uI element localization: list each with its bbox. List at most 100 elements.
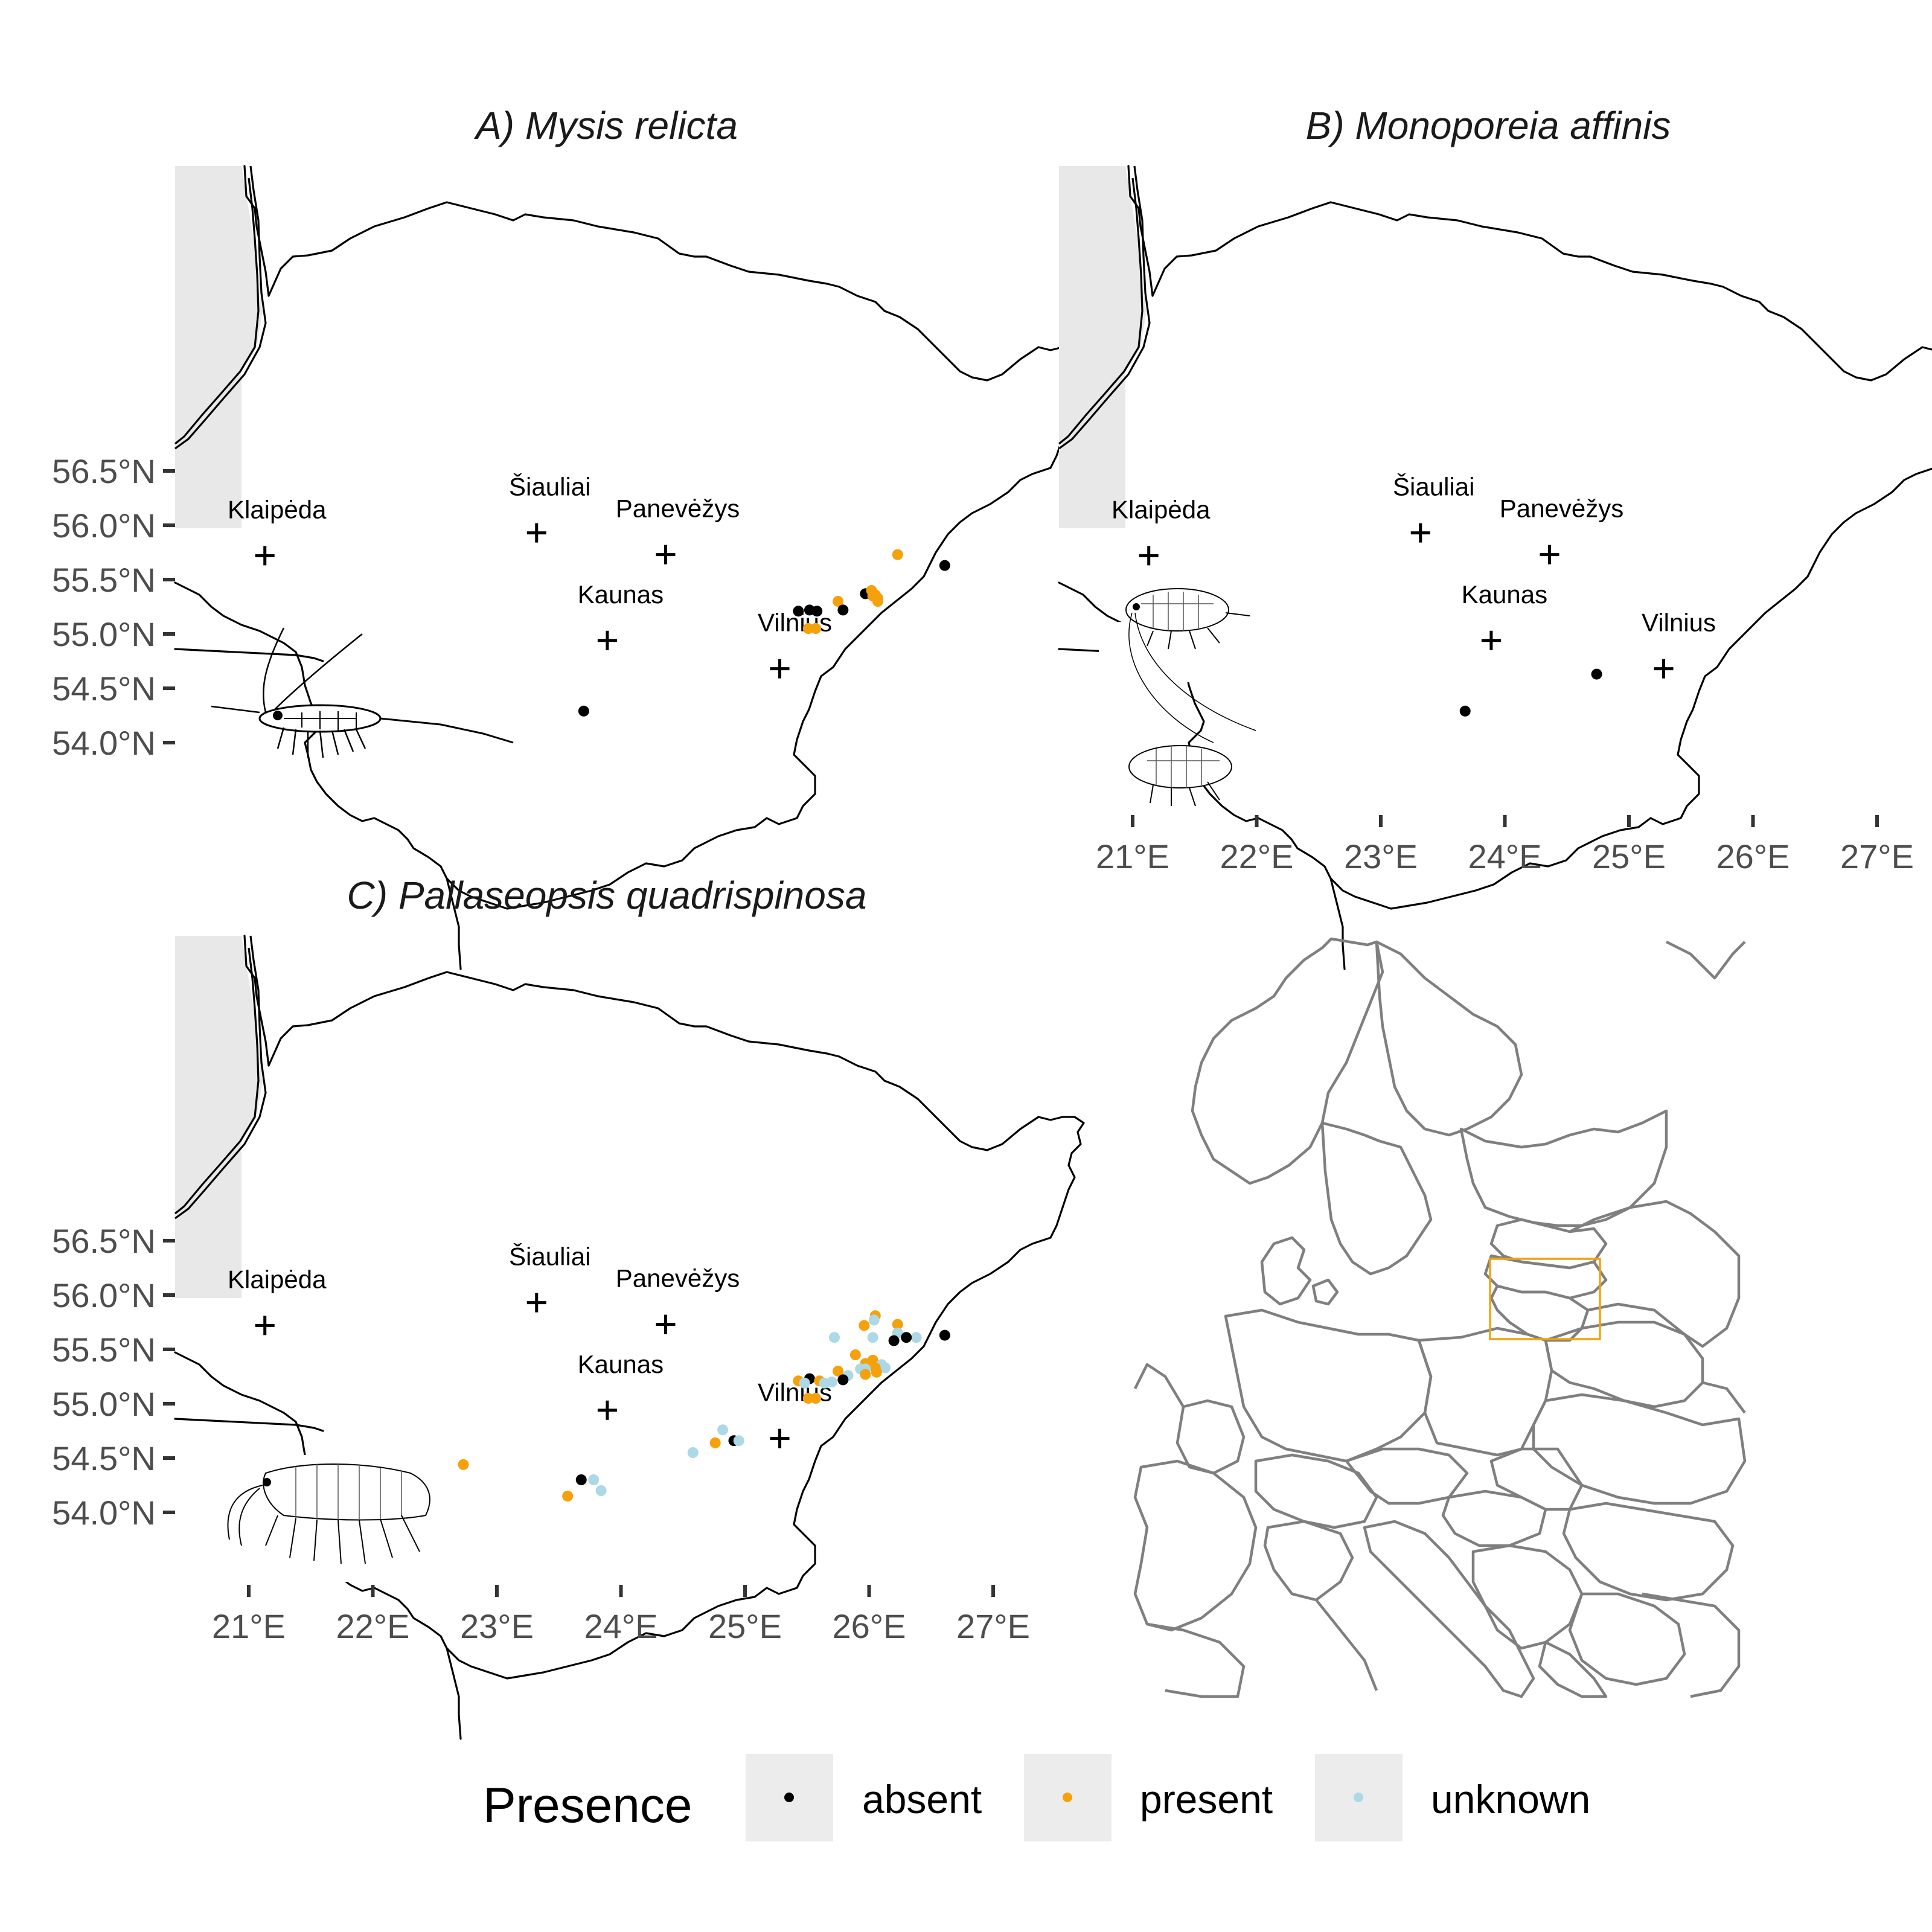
point-present bbox=[892, 549, 903, 560]
city-label: Šiauliai bbox=[509, 473, 590, 501]
point-present bbox=[867, 590, 878, 601]
legend-item-unknown: unknown bbox=[1315, 1754, 1590, 1841]
legend-item-present: present bbox=[1024, 1754, 1273, 1841]
lon-tick-label: 24°E bbox=[584, 1607, 657, 1645]
lat-tick-label: 56.0°N bbox=[52, 1276, 156, 1314]
panel-title: A) Mysis relicta bbox=[473, 104, 738, 147]
city-label: Šiauliai bbox=[1393, 473, 1474, 501]
longitude-axis: 21°E 22°E 23°E 24°E 25°E 26°E 27°E bbox=[1096, 815, 1914, 875]
point-present bbox=[892, 1319, 903, 1330]
city-marker bbox=[598, 631, 617, 650]
point-present bbox=[849, 1349, 861, 1360]
point-absent bbox=[837, 604, 849, 616]
point-absent bbox=[811, 606, 823, 617]
lon-tick-label: 25°E bbox=[1592, 837, 1666, 875]
city-marker bbox=[527, 523, 546, 543]
longitude-axis: 21°E 22°E 23°E 24°E 25°E 26°E 27°E bbox=[212, 1585, 1030, 1645]
lon-tick-label: 22°E bbox=[336, 1607, 409, 1645]
panel-pallaseopsis-quadrispinosa: C) Pallaseopsis quadrispinosa Klaipėda Ši… bbox=[174, 874, 1085, 1740]
lat-tick-label: 54.5°N bbox=[52, 1439, 156, 1477]
lat-tick-label: 55.5°N bbox=[52, 1331, 156, 1369]
lat-tick-label: 54.0°N bbox=[52, 724, 156, 762]
legend-label-present: present bbox=[1140, 1777, 1273, 1822]
city-label: Panevėžys bbox=[616, 494, 740, 523]
point-unknown bbox=[880, 1362, 891, 1374]
point-present bbox=[871, 1366, 882, 1378]
monoporeia-illustration bbox=[1099, 588, 1280, 807]
city-label: Kaunas bbox=[1462, 580, 1547, 609]
city-marker bbox=[527, 1293, 546, 1313]
city-marker bbox=[1482, 631, 1501, 650]
city-marker bbox=[255, 546, 275, 565]
lon-tick-label: 22°E bbox=[1220, 837, 1293, 875]
point-present bbox=[458, 1459, 469, 1470]
legend-title: Presence bbox=[483, 1778, 692, 1833]
point-unknown bbox=[867, 1332, 878, 1343]
legend: Presence absent present unknown bbox=[483, 1754, 1590, 1841]
point-present bbox=[802, 623, 814, 634]
city-marker bbox=[1540, 545, 1559, 565]
point-unknown bbox=[826, 1377, 837, 1387]
latitude-axis: 56.5°N 56.0°N 55.5°N 55.0°N 54.5°N 54.0°N bbox=[52, 1222, 175, 1532]
city-label: Šiauliai bbox=[509, 1243, 590, 1271]
point-absent bbox=[901, 1332, 912, 1343]
points-layer bbox=[458, 1310, 950, 1502]
lat-tick-label: 54.5°N bbox=[52, 670, 156, 708]
point-present bbox=[833, 1366, 844, 1377]
legend-key-unknown bbox=[1354, 1793, 1363, 1802]
mysis-illustration bbox=[211, 627, 514, 758]
point-unknown bbox=[595, 1485, 607, 1496]
city-marker bbox=[770, 659, 790, 679]
point-present bbox=[859, 1320, 870, 1331]
city-label: Kaunas bbox=[578, 580, 664, 609]
point-absent bbox=[578, 705, 589, 717]
lon-tick-label: 21°E bbox=[1096, 837, 1169, 875]
lon-tick-label: 21°E bbox=[212, 1607, 286, 1645]
points-layer bbox=[578, 549, 950, 717]
lon-tick-label: 25°E bbox=[708, 1607, 782, 1645]
city-marker bbox=[1654, 659, 1674, 679]
points-layer bbox=[1459, 668, 1602, 717]
latitude-axis: 56.5°N 56.0°N 55.5°N 55.0°N 54.5°N 54.0°N bbox=[52, 452, 175, 762]
point-unknown bbox=[588, 1474, 600, 1485]
point-present bbox=[810, 623, 822, 634]
lon-tick-label: 27°E bbox=[956, 1607, 1030, 1645]
point-unknown bbox=[828, 1332, 840, 1343]
point-unknown bbox=[687, 1447, 699, 1458]
point-present bbox=[709, 1437, 721, 1448]
legend-label-absent: absent bbox=[862, 1777, 982, 1822]
point-absent bbox=[939, 1329, 950, 1341]
city-label: Panevėžys bbox=[616, 1264, 740, 1293]
point-unknown bbox=[733, 1435, 744, 1447]
lat-tick-label: 56.5°N bbox=[52, 1222, 156, 1260]
lat-tick-label: 55.0°N bbox=[52, 1385, 156, 1423]
point-absent bbox=[575, 1474, 587, 1485]
lithuania-highlight-rect bbox=[1489, 1258, 1601, 1340]
lon-tick-label: 26°E bbox=[832, 1607, 906, 1645]
city-marker bbox=[656, 1315, 675, 1334]
point-absent bbox=[939, 560, 950, 571]
city-marker bbox=[1411, 523, 1430, 543]
europe-inset-map bbox=[1133, 937, 1747, 1698]
city-label: Klaipėda bbox=[228, 495, 327, 523]
city-marker bbox=[770, 1429, 790, 1448]
city-label: Kaunas bbox=[578, 1350, 664, 1378]
point-unknown bbox=[868, 1314, 880, 1326]
legend-item-absent: absent bbox=[746, 1754, 982, 1841]
lat-tick-label: 56.5°N bbox=[52, 452, 156, 490]
lon-tick-label: 23°E bbox=[460, 1607, 534, 1645]
city-label: Vilnius bbox=[1642, 609, 1716, 637]
panel-mysis-relicta: A) Mysis relicta Klaipėda Šiauliai Panevėž… bbox=[174, 104, 1085, 970]
city-marker bbox=[598, 1401, 617, 1420]
lat-tick-label: 56.0°N bbox=[52, 507, 156, 545]
city-label: Panevėžys bbox=[1500, 494, 1623, 523]
panel-title: B) Monoporeia affinis bbox=[1306, 104, 1671, 147]
point-unknown bbox=[910, 1332, 922, 1343]
point-absent bbox=[888, 1335, 900, 1346]
point-present bbox=[802, 1393, 814, 1404]
lon-tick-label: 26°E bbox=[1716, 837, 1790, 875]
pallaseopsis-illustration bbox=[211, 1455, 447, 1582]
point-absent bbox=[837, 1374, 849, 1386]
